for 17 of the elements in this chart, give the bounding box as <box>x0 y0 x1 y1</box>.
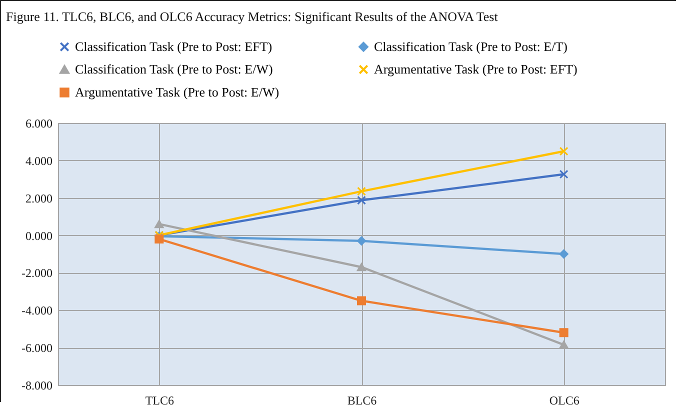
legend-label: Argumentative Task (Pre to Post: EFT) <box>374 62 578 76</box>
y-tick-label: -4.000 <box>22 304 52 318</box>
legend-label: Classification Task (Pre to Post: E/T) <box>374 38 568 54</box>
y-tick-label: 6.000 <box>26 116 52 130</box>
x-tick-label: TLC6 <box>145 394 174 407</box>
x-tick-label: BLC6 <box>347 394 377 407</box>
x-tick-label: OLC6 <box>549 394 580 407</box>
y-tick-label: 0.000 <box>26 228 52 243</box>
legend-label: Argumentative Task (Pre to Post: E/W) <box>75 84 280 100</box>
y-tick-label: -6.000 <box>22 341 52 356</box>
y-tick-label: -2.000 <box>22 266 52 280</box>
y-tick-label: 4.000 <box>26 154 52 168</box>
legend-label: Classification Task (Pre to Post: EFT) <box>75 38 272 54</box>
legend-label: Classification Task (Pre to Post: E/W) <box>75 62 273 76</box>
y-tick-label: -8.000 <box>22 378 52 392</box>
chart-title: Figure 11. TLC6, BLC6, and OLC6 Accuracy Metrics: Significant Results of the ANOVA Test <box>6 9 498 24</box>
y-tick-label: 2.000 <box>26 191 52 206</box>
